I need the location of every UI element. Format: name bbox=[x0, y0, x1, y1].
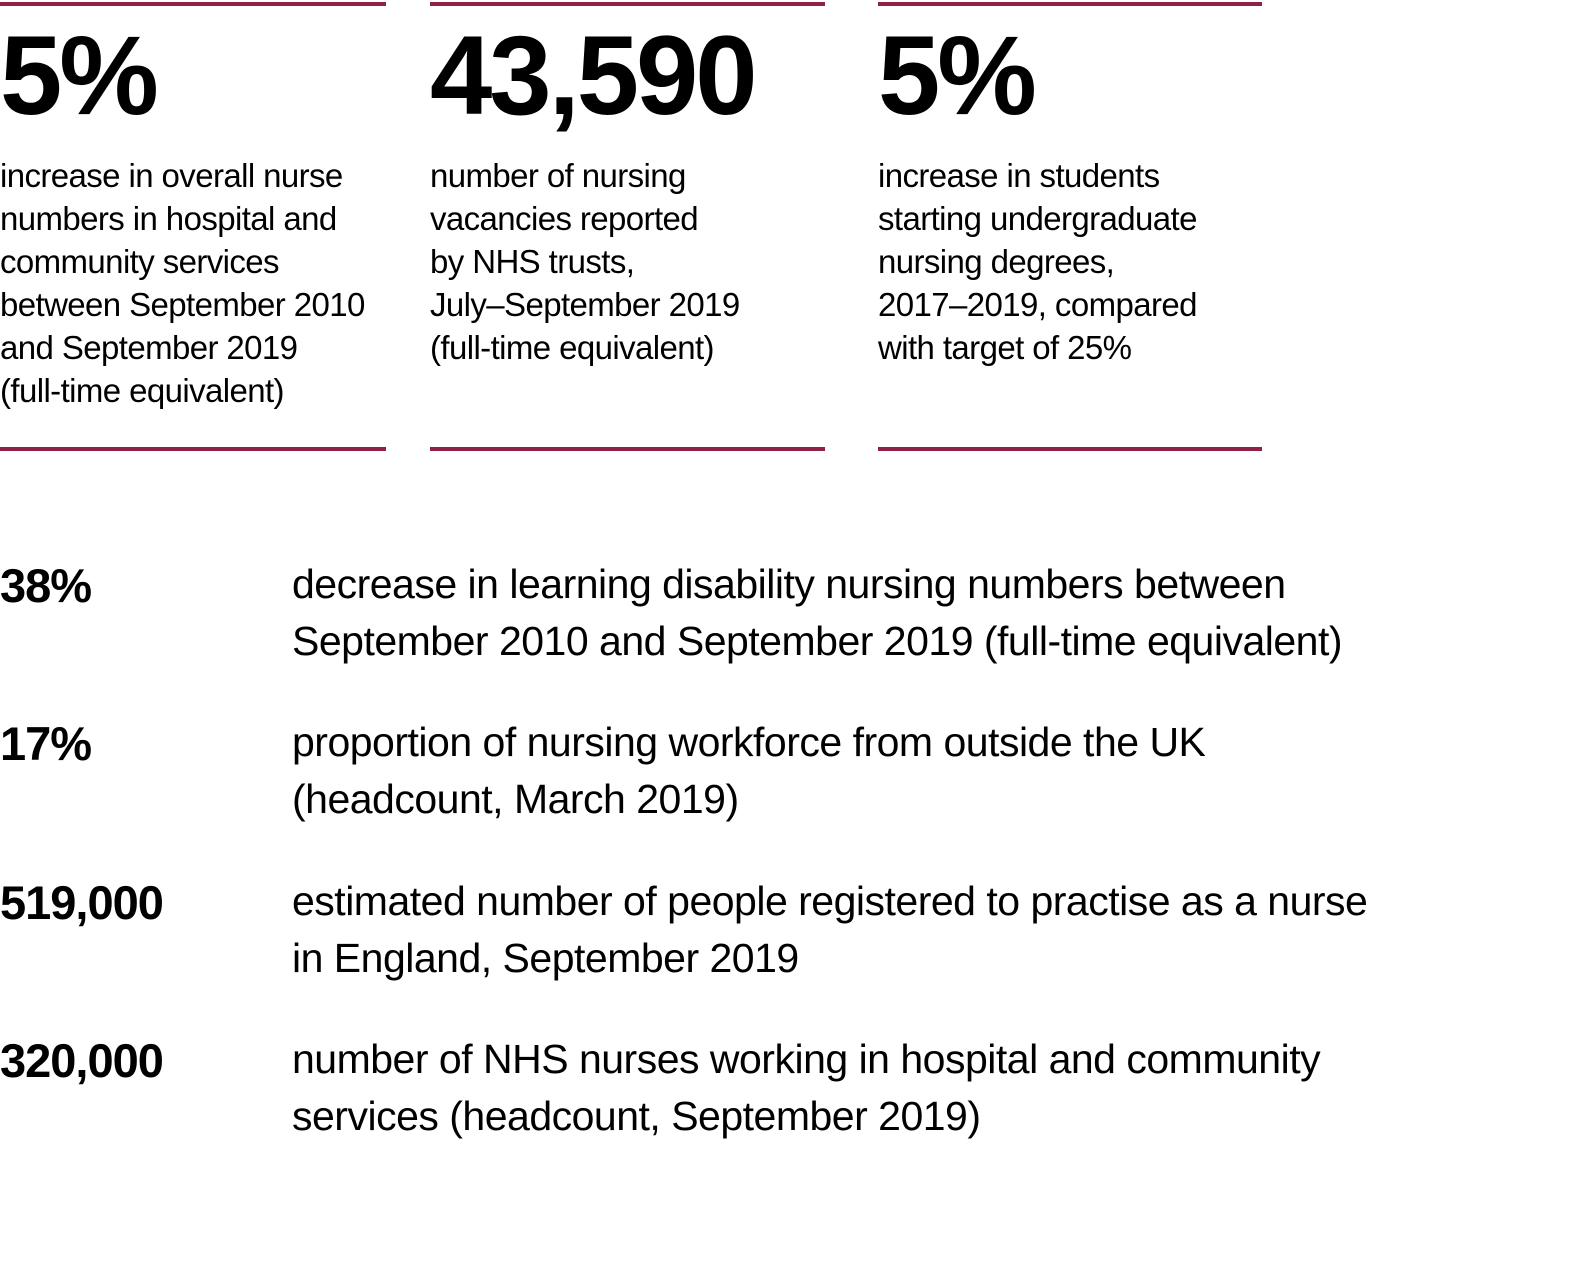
fact-value: 320,000 bbox=[0, 1034, 164, 1087]
top-rule bbox=[0, 2, 386, 6]
bottom-rule bbox=[878, 447, 1262, 451]
stat-description: increase in overall nurse numbers in hos… bbox=[0, 157, 365, 409]
fact-description: estimated number of people registered to… bbox=[292, 878, 1368, 981]
stat-column-nursing-vacancies: 43,590 number of nursing vacancies repor… bbox=[430, 0, 825, 455]
fact-description: proportion of nursing workforce from out… bbox=[292, 719, 1206, 822]
top-rule bbox=[878, 2, 1262, 6]
fact-description: decrease in learning disability nursing … bbox=[292, 561, 1343, 664]
bottom-rule bbox=[430, 447, 825, 451]
bottom-rule bbox=[0, 447, 386, 451]
stat-description: number of nursing vacancies reported by … bbox=[430, 157, 740, 366]
stat-description: increase in students starting undergradu… bbox=[878, 157, 1197, 366]
fact-description: number of NHS nurses working in hospital… bbox=[292, 1036, 1321, 1139]
fact-value: 38% bbox=[0, 559, 92, 612]
top-rule bbox=[430, 2, 825, 6]
stat-value: 43,590 bbox=[430, 13, 758, 138]
stat-value: 5% bbox=[0, 13, 159, 138]
stat-column-nurse-numbers: 5% increase in overall nurse numbers in … bbox=[0, 0, 386, 455]
stat-value: 5% bbox=[878, 13, 1037, 138]
fact-value: 17% bbox=[0, 717, 92, 770]
stat-column-student-nurses: 5% increase in students starting undergr… bbox=[878, 0, 1262, 455]
fact-value: 519,000 bbox=[0, 876, 164, 929]
